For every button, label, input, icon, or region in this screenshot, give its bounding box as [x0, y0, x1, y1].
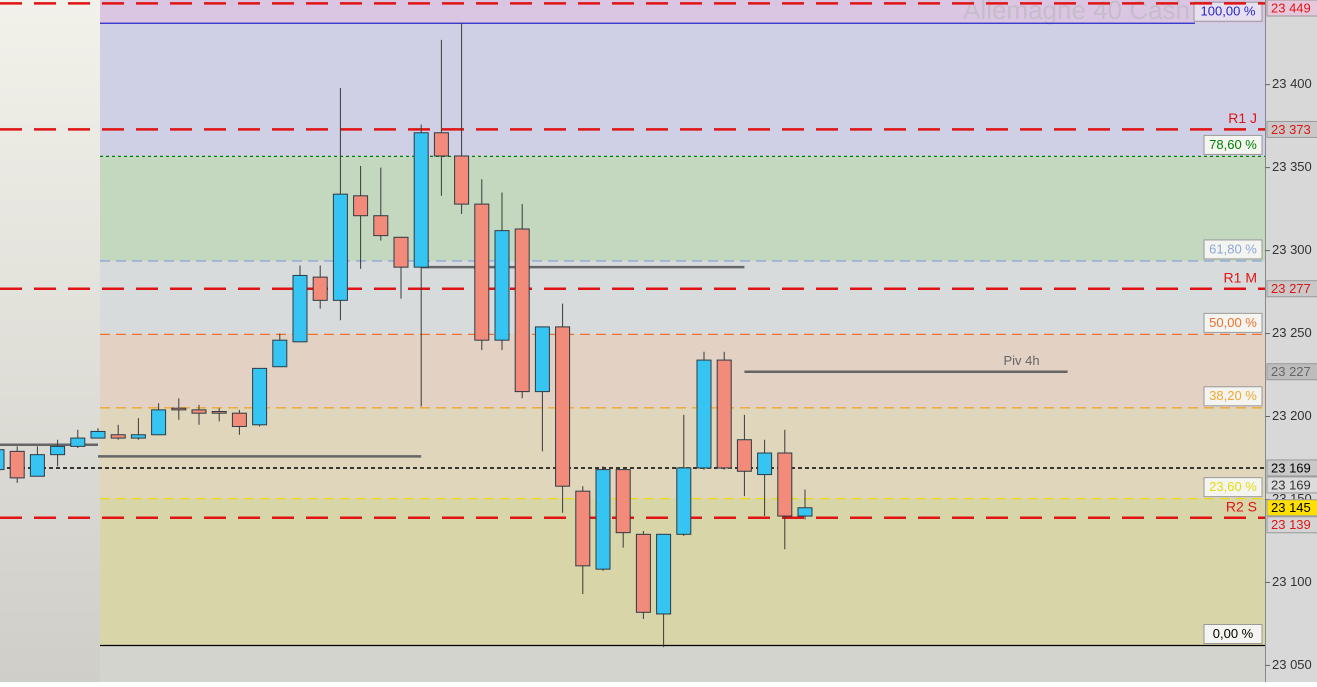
left-background — [0, 0, 100, 682]
candle-body — [757, 452, 773, 476]
candle-body — [575, 490, 591, 567]
fib-label-box — [1203, 312, 1263, 333]
level-name: R1 J — [1228, 110, 1257, 126]
candle-body — [494, 230, 510, 341]
candle-body — [191, 409, 207, 414]
price-tag-label: 23 449 — [1271, 0, 1311, 15]
level-name: R1 M — [1224, 269, 1257, 285]
candle-body — [454, 155, 470, 205]
price-tag-label: 23 145 — [1271, 500, 1311, 515]
candle-body — [211, 411, 227, 414]
candle-body — [615, 469, 631, 534]
fib-label: 0,00 % — [1213, 626, 1254, 641]
candle-body — [29, 454, 45, 477]
candle-body — [393, 236, 409, 268]
candle-body — [332, 193, 348, 301]
price-tag-label: 23 373 — [1271, 122, 1311, 137]
fib-label: 100,00 % — [1201, 4, 1256, 19]
candle-body — [555, 326, 571, 487]
candle-body — [312, 276, 328, 301]
fib-label: 61,80 % — [1209, 241, 1257, 256]
candle-body — [252, 367, 268, 426]
fib-zone — [100, 23, 1265, 157]
y-tick-label: 23 300 — [1272, 242, 1312, 257]
candle-body — [110, 434, 126, 439]
candle-body — [373, 215, 389, 237]
price-axis — [1265, 0, 1317, 682]
candle-body — [130, 434, 146, 439]
candle-body — [50, 445, 66, 456]
fib-label: 38,20 % — [1209, 388, 1257, 403]
pivot-name: Piv 4h — [1003, 353, 1039, 368]
fib-label: 50,00 % — [1209, 315, 1257, 330]
candle-body — [0, 449, 5, 471]
candle-body — [171, 407, 187, 411]
fib-label-box — [1203, 239, 1263, 260]
candle-body — [797, 507, 813, 517]
candle-body — [433, 132, 449, 157]
y-tick-label: 23 100 — [1272, 574, 1312, 589]
level-name: R2 S — [1226, 498, 1257, 514]
candle-body — [736, 439, 752, 472]
candle-body — [272, 339, 288, 368]
candle-body — [656, 533, 672, 615]
candle-body — [696, 359, 712, 469]
price-tag-label: 23 277 — [1271, 281, 1311, 296]
candle-body — [474, 203, 490, 341]
fib-label: 23,60 % — [1209, 479, 1257, 494]
price-tag-label: 23 169 — [1271, 477, 1311, 492]
fib-zone — [100, 260, 1265, 335]
candle-body — [70, 437, 86, 447]
price-tag — [1266, 476, 1317, 494]
y-tick-label: 23 050 — [1272, 657, 1312, 672]
fib-label-box — [1203, 134, 1263, 155]
fib-label: 78,60 % — [1209, 137, 1257, 152]
fib-zone — [100, 645, 1265, 682]
candle-body — [716, 359, 732, 469]
candle-body — [514, 228, 530, 393]
fib-zone — [100, 0, 1265, 24]
fib-zone — [100, 156, 1265, 261]
fib-zone — [100, 334, 1265, 408]
candle-body — [9, 450, 25, 479]
candle-body — [151, 409, 167, 436]
candle-body — [534, 326, 550, 393]
price-tag — [1266, 499, 1317, 517]
fib-label-box — [1203, 477, 1263, 498]
price-tag-label: 23 227 — [1271, 364, 1311, 379]
y-tick-label: 23 250 — [1272, 325, 1312, 340]
y-tick-label: 23 400 — [1272, 76, 1312, 91]
candle-body — [353, 195, 369, 217]
price-tag — [1266, 516, 1317, 534]
candle-body — [777, 452, 793, 517]
fib-label-box — [1203, 623, 1263, 644]
candle-body — [676, 467, 692, 535]
price-tag-label: 23 169 — [1271, 460, 1311, 475]
price-tag — [1266, 280, 1317, 298]
candle-body — [231, 412, 247, 427]
price-tag-label: 23 139 — [1271, 517, 1311, 532]
candle-body — [292, 274, 308, 343]
price-tag — [1266, 363, 1317, 381]
price-tag — [1266, 120, 1317, 138]
candle-body — [413, 132, 429, 268]
candle-body — [595, 469, 611, 570]
candle-body — [635, 533, 651, 613]
candle-body — [90, 430, 106, 439]
y-tick-label: 23 350 — [1272, 159, 1312, 174]
fib-label-box — [1203, 386, 1263, 407]
price-tag — [1266, 459, 1317, 477]
price-tag — [1266, 0, 1317, 17]
y-tick-label: 23 200 — [1272, 408, 1312, 423]
